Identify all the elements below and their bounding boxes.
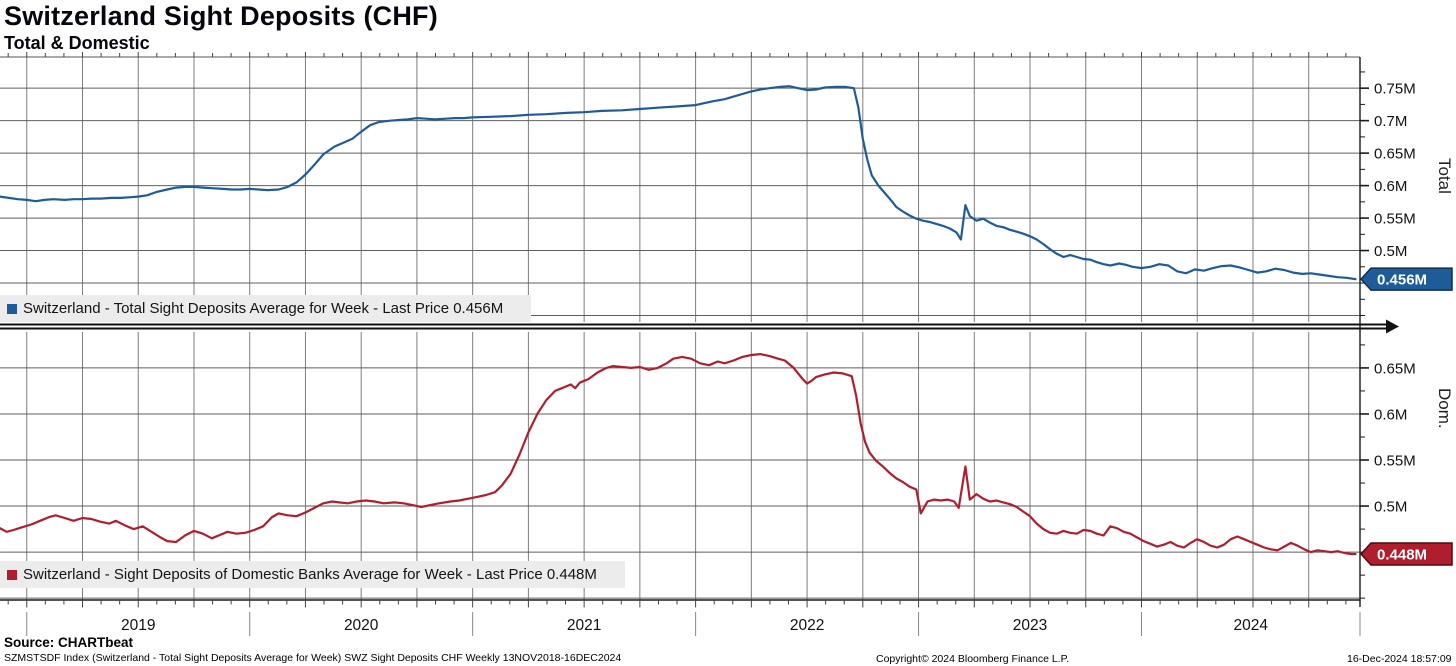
last-price-badge-label: 0.456M <box>1377 272 1427 289</box>
last-price-badge-domestic <box>1359 542 1453 566</box>
y-tick-label: 0.6M <box>1374 178 1407 195</box>
axes: 2019 2020 2021 2022 2023 2024 <box>0 52 1361 636</box>
y-tick-label: 0.7M <box>1374 113 1407 130</box>
y-tick-label: 0.55M <box>1374 211 1416 228</box>
last-price-badge-total <box>1359 267 1453 291</box>
y-tick-label: 0.5M <box>1374 499 1407 516</box>
x-year-label: 2019 <box>121 617 155 634</box>
x-year-label: 2021 <box>567 617 601 634</box>
x-year-label: 2020 <box>344 617 379 634</box>
domestic-series-swatch-icon <box>7 569 17 580</box>
y-tick-label: 0.5M <box>1374 243 1407 260</box>
panel-total: 0.5M 0.55M 0.6M 0.65M 0.7M 0.75M 0.456M <box>0 57 1453 322</box>
source-label: Source: CHARTbeat <box>4 635 134 650</box>
total-series-swatch-icon <box>7 303 17 314</box>
axis-title-total: Total <box>1435 158 1454 194</box>
y-tick-label: 0.65M <box>1374 146 1416 163</box>
y-tick-label: 0.55M <box>1374 453 1416 470</box>
divider-arrow-icon <box>1386 319 1399 334</box>
series-line-total <box>0 85 1357 281</box>
y-tick-label: 0.75M <box>1374 81 1416 98</box>
last-price-badge-label: 0.448M <box>1377 546 1427 563</box>
y-tick-label: 0.65M <box>1374 360 1416 377</box>
legend-domestic: Switzerland - Sight Deposits of Domestic… <box>0 561 625 588</box>
timestamp-text: 16-Dec-2024 18:57:09 <box>1347 653 1452 665</box>
x-year-label: 2022 <box>790 617 824 634</box>
panel-domestic: 0.5M 0.55M 0.6M 0.65M 0.448M <box>0 332 1453 600</box>
x-year-label: 2024 <box>1234 617 1269 634</box>
page-subtitle: Total & Domestic <box>4 33 150 53</box>
legend-domestic-label: Switzerland - Sight Deposits of Domestic… <box>23 566 597 583</box>
panel-divider <box>0 319 1399 334</box>
legend-total: Switzerland - Total Sight Deposits Avera… <box>0 295 532 322</box>
axis-title-domestic: Dom. <box>1435 388 1454 429</box>
page-title: Switzerland Sight Deposits (CHF) <box>4 1 438 31</box>
copyright-text: Copyright© 2024 Bloomberg Finance L.P. <box>876 653 1070 665</box>
x-year-label: 2023 <box>1013 617 1047 634</box>
legend-total-label: Switzerland - Total Sight Deposits Avera… <box>23 300 504 317</box>
series-line-domestic <box>0 353 1357 556</box>
y-tick-label: 0.6M <box>1374 406 1407 423</box>
ticker-line: SZMSTSDF Index (Switzerland - Total Sigh… <box>4 652 622 664</box>
